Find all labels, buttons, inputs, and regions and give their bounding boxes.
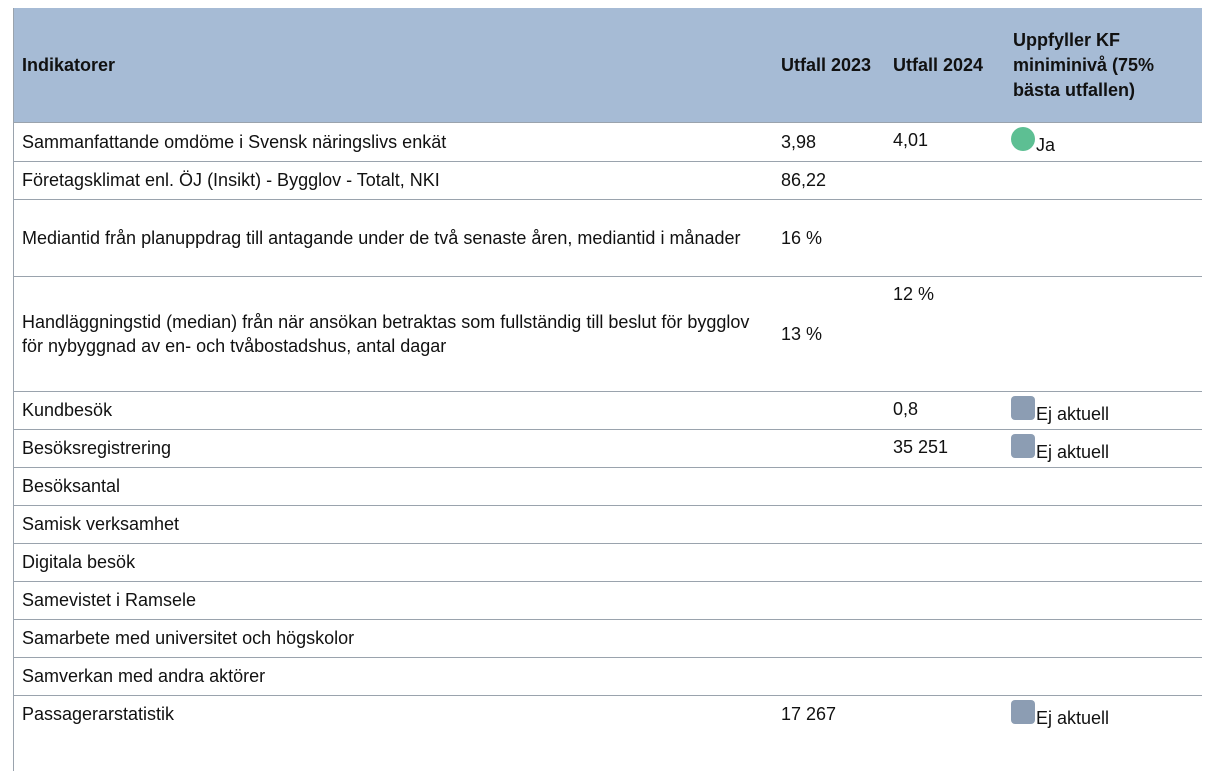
indicator-name: Kundbesök [22,400,113,420]
row-line [13,276,1202,277]
value-2023: 3,98 [781,131,817,152]
indicator-name: Samisk verksamhet [22,514,180,534]
header-cell: Indikatorer [22,54,116,75]
row-line [13,467,1202,468]
row-line [13,429,1202,430]
value-2024: 35 251 [893,437,949,457]
value-2023: 86,22 [781,170,827,190]
row-line [13,505,1202,506]
header-cell: Uppfyller KF miniminivå (75% bästa utfal… [1013,29,1155,100]
indicator-name: Samverkan med andra aktörer [22,666,266,686]
status-label: Ej aktuell [1036,442,1110,462]
row-line [13,581,1202,582]
indicator-name: Passagerarstatistik [22,704,175,724]
indicator-name: Handläggningstid (median) från när ansök… [22,311,750,356]
header-bg [13,8,1202,122]
value-2024: 0,8 [893,399,919,419]
left-border [13,8,14,771]
row-line [13,161,1202,162]
row-line [13,695,1202,696]
value-2024: 12 % [893,284,935,304]
status-icon [1011,396,1035,420]
row-line [13,543,1202,544]
status-icon [1011,434,1035,458]
value-2023: 16 % [781,227,823,248]
value-2023: 13 % [781,323,823,344]
header-cell: Utfall 2024 [893,54,984,75]
indicator-name: Besöksantal [22,476,121,496]
status-icon [1011,700,1035,724]
row-line [13,122,1202,123]
value-2023: 17 267 [781,704,837,724]
value-2024: 4,01 [893,130,929,150]
status-label: Ej aktuell [1036,708,1110,728]
indicator-name: Samarbete med universitet och högskolor [22,628,355,648]
status-label: Ej aktuell [1036,404,1110,424]
indicator-name: Besöksregistrering [22,438,172,458]
status-label: Ja [1036,135,1056,155]
status-icon [1011,127,1035,151]
row-line [13,199,1202,200]
row-line [13,619,1202,620]
indicator-name: Samevistet i Ramsele [22,590,197,610]
indicator-name: Mediantid från planuppdrag till antagand… [22,227,741,248]
row-line [13,391,1202,392]
header-cell: Utfall 2023 [781,54,872,75]
indicator-name: Företagsklimat enl. ÖJ (Insikt) - Bygglo… [22,170,440,190]
indicator-name: Sammanfattande omdöme i Svensk näringsli… [22,131,447,152]
indicator-name: Digitala besök [22,552,136,572]
row-line [13,657,1202,658]
